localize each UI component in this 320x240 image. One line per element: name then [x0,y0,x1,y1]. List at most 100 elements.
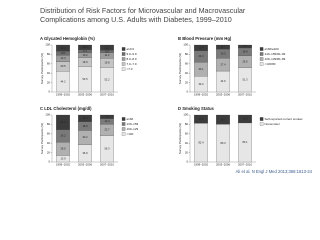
bar-segment [100,44,114,51]
legend-label: ≥160/≥100 [265,47,279,51]
y-tick-label: 60 [47,132,51,136]
data-label: 28.5 [60,146,66,150]
data-label: 7.6 [105,114,109,118]
panel-title: C LDL Cholesterol (mg/dl) [40,106,92,111]
data-label: 19.3 [220,51,226,55]
x-tick-label: 2003–2006 [216,93,230,97]
bar-segment [238,44,252,49]
bar-segment [78,114,92,122]
legend-swatch [121,67,126,71]
x-tick-label: 2003–2006 [216,163,230,167]
data-label: 6.1 [83,49,87,53]
y-tick-label: 60 [185,132,189,136]
data-label: 30.1 [198,67,204,71]
slide-title-line-2: Complications among U.S. Adults with Dia… [40,15,232,24]
data-label: 53.5 [82,77,88,81]
legend-label: ≥10.0 [127,47,135,51]
legend-label: Nonsmoker [265,122,280,126]
legend-swatch [121,117,126,121]
data-label: 19.7 [220,117,226,121]
legend-swatch [121,127,126,131]
data-label: 13.3 [60,56,66,60]
data-label: 82.4 [198,140,204,144]
slide-title-line-1: Distribution of Risk Factors for Microva… [40,6,246,15]
y-tick-label: 100 [45,43,50,47]
x-tick-label: 2003–2006 [78,93,92,97]
y-tick-label: 0 [48,160,50,164]
data-label: 8.8 [61,51,65,55]
background [0,0,320,180]
legend-swatch [121,57,126,61]
chart-panel: C LDL Cholesterol (mg/dl) Survey Particip… [40,106,139,167]
bar-segment [56,114,70,130]
data-label: 56.3 [104,146,110,150]
y-tick-label: 60 [47,62,51,66]
data-label: 18.6 [82,124,88,128]
y-tick-label: 80 [185,52,189,56]
legend-swatch [121,52,126,56]
data-label: 17.6 [198,117,204,121]
data-label: 16.9 [242,117,248,121]
y-tick-label: 40 [47,71,51,75]
y-tick-label: 20 [47,150,51,154]
x-tick-label: 1999–2002 [56,163,70,167]
y-tick-label: 20 [47,80,51,84]
data-label: 19.9 [82,60,88,64]
data-label: 27.4 [220,62,226,66]
data-label: 8.7 [221,45,225,49]
data-label: 6.3 [243,44,247,48]
legend-label: 8.0–8.9 [127,57,137,61]
data-label: 26.2 [60,134,66,138]
legend-label: 130–139/80–89 [265,57,286,61]
legend-label: Self-reported current smoker [265,117,303,121]
legend-swatch [121,47,126,51]
data-label: 10.3 [82,45,88,49]
x-tick-label: 2007–2010 [238,93,252,97]
y-tick-label: 100 [183,113,188,117]
y-axis-label: Survey Participants (%) [178,53,182,84]
legend-swatch [121,62,126,66]
legend-label: 7.0–7.9 [127,62,137,66]
data-label: 11.2 [105,45,110,49]
data-label: 24.3 [198,54,204,58]
data-label: 19.8 [104,61,110,65]
panel-title: D Smoking Status [178,106,215,111]
y-tick-label: 40 [47,141,51,145]
data-label: 83.1 [242,140,248,144]
citation: Ali et al. N Engl J Med 2013;368:1613-24 [236,169,313,174]
legend-label: 130–159 [127,122,139,126]
legend-label: <7.0 [127,67,133,71]
legend-swatch [259,52,264,56]
chart-panel: D Smoking Status Survey Participants (%) 0… [178,106,303,167]
legend-label: <130/80 [265,62,276,66]
legend-swatch [121,132,126,136]
y-axis-label: Survey Participants (%) [178,123,182,154]
legend-swatch [259,57,264,61]
bar-segment [194,114,208,124]
y-tick-label: 0 [186,160,188,164]
bar-segment [216,44,230,50]
y-tick-label: 20 [185,80,189,84]
data-label: 23.7 [104,128,110,132]
data-label: 13.2 [60,46,66,50]
bar-segment [78,44,92,50]
panel-title: B Blood Pressure (mm Hg) [178,36,232,41]
x-tick-label: 2003–2006 [78,163,92,167]
data-label: 52.2 [104,77,110,81]
bar-segment [56,44,70,52]
x-tick-label: 1999–2002 [194,163,208,167]
y-tick-label: 0 [186,90,188,94]
y-tick-label: 100 [183,43,188,47]
legend-swatch [121,122,126,126]
data-label: 13.9 [60,156,66,160]
data-label: 12.4 [198,46,204,50]
legend-swatch [259,62,264,66]
bar-segment [216,114,230,125]
panel-title: A Glycated Hemoglobin (%) [40,36,95,41]
data-label: 33.2 [198,82,204,86]
y-tick-label: 40 [185,141,189,145]
data-label: 36.9 [82,151,88,155]
y-tick-label: 60 [185,62,189,66]
data-label: 51.3 [242,78,248,82]
x-tick-label: 2007–2010 [100,93,114,97]
